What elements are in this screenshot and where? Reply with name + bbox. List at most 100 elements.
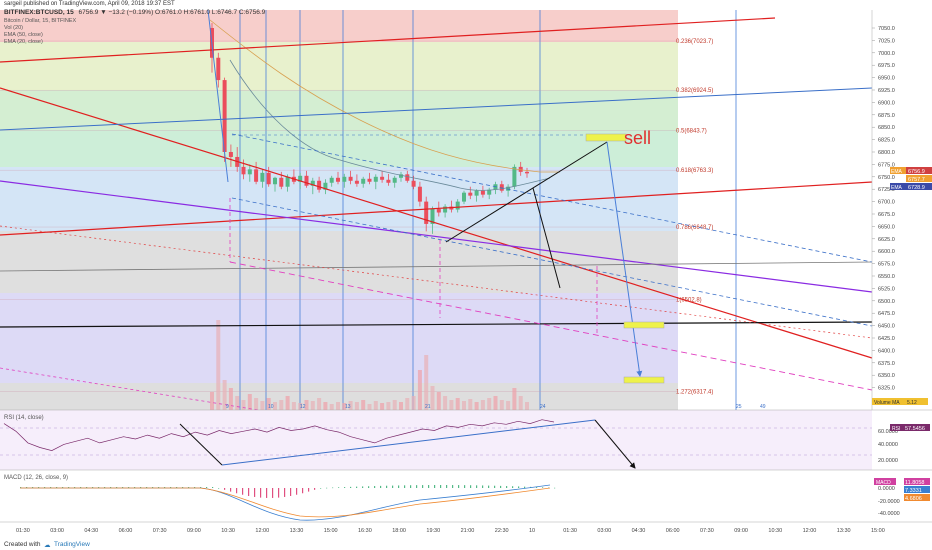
macd-hist-bar (398, 485, 400, 488)
purple-trendline (0, 180, 873, 293)
blue-dashed-channel-top (231, 133, 873, 263)
chart-canvas[interactable]: 0.236(7023.7) 0.382(6924.5) 0.5(6843.7) 0.6… (0, 0, 932, 538)
candle-body (506, 186, 511, 191)
volume-bar (235, 396, 240, 410)
macd-hist-bar (446, 485, 448, 488)
price-tick-label: 6400.0 (878, 348, 895, 354)
time-tick-label: 03:00 (50, 528, 64, 534)
candle-body (430, 209, 435, 224)
candle-body (285, 176, 290, 187)
candle-body (336, 177, 340, 182)
macd-histogram (20, 485, 556, 498)
macd-hist-bar (506, 486, 508, 488)
legend-vol[interactable]: Vol (20) (4, 25, 23, 31)
macd-hist-bar (164, 487, 166, 488)
legend-ema20[interactable]: EMA (20, close) (4, 39, 43, 45)
macd-tick-label: 0.0000 (878, 486, 895, 492)
macd-hist-bar (158, 487, 160, 488)
fib-level-label: 0.382(6924.5) (676, 88, 713, 94)
volume-bar (260, 401, 265, 410)
macd-hist-bar (404, 485, 406, 488)
macd-hist-bar (296, 488, 298, 495)
macd-hist-bar (146, 487, 148, 488)
macd-hist-bar (380, 485, 382, 488)
candle-body (386, 179, 391, 183)
volume-bar (317, 398, 322, 410)
macd-hist-bar (92, 487, 94, 488)
macd-pane[interactable]: MACD (12, 26, close, 9) 0.0000 -20.0000 -4… (0, 469, 932, 522)
macd-hist-bar (272, 488, 274, 498)
time-tick-label: 15:00 (324, 528, 338, 534)
candle-body (424, 201, 429, 224)
volume-bar (449, 400, 454, 410)
candle-body (518, 166, 523, 172)
rsi-title: RSI (14, close) (4, 415, 44, 421)
candle-body (468, 192, 473, 196)
volume-bar (399, 402, 403, 410)
ema-20-line (229, 59, 551, 191)
macd-hist-bar (464, 485, 466, 488)
macd-hist-bar (254, 488, 256, 497)
macd-hist-bar (542, 487, 544, 488)
macd-hist-bar (386, 485, 388, 488)
volume-bar (342, 403, 347, 410)
legend-title: Bitcoin / Dollar, 15, BITFINEX (4, 18, 77, 24)
candle-body (361, 178, 366, 184)
time-tick-label: 01:30 (563, 528, 577, 534)
macd-hist-bar (170, 487, 172, 488)
time-axis[interactable]: 01:30 03:00 04:30 06:00 07:30 09:00 10:30 12:00… (0, 521, 932, 538)
macd-hist-bar (50, 487, 52, 488)
candle-body (525, 171, 529, 174)
price-tick-label: 6875.0 (878, 113, 895, 119)
volume-bar (291, 402, 296, 410)
price-axis[interactable]: 7050.0 7025.0 7000.0 6975.0 6950.0 6925.0 6900… (871, 10, 932, 410)
macd-hist-bar (326, 487, 328, 489)
macd-hist-bar (134, 487, 136, 488)
volume-bar (323, 402, 328, 410)
volume-bar (279, 400, 284, 410)
macd-hist-bar (98, 487, 100, 488)
symbol-name[interactable]: BITFINEX:BTCUSD, 15 (4, 9, 74, 16)
rsi-badge-label: RSI (892, 426, 900, 432)
macd-hist-bar (512, 486, 514, 488)
price-tick-label: 6600.0 (878, 249, 895, 255)
candle-body (247, 169, 252, 175)
rsi-pane[interactable]: RSI (14, close) 60.0000 40.0000 20.0000 RS… (0, 409, 932, 470)
legend-ema50[interactable]: EMA (50, close) (4, 32, 43, 38)
candle-body (260, 172, 265, 182)
vertical-time-lines (239, 10, 737, 410)
candle-body (273, 177, 277, 185)
macd-hist-bar (488, 485, 490, 488)
time-tick-label: 15:00 (871, 528, 885, 534)
macd-hist-bar (482, 485, 484, 488)
macd-value-3: 4.6806 (905, 496, 922, 502)
time-tick-label: 04:30 (632, 528, 646, 534)
macd-hist-bar (434, 485, 436, 488)
volume-bar (329, 404, 334, 410)
price-tick-label: 6550.0 (878, 274, 895, 280)
time-tick-label: 10:30 (221, 528, 235, 534)
gray-line (0, 261, 873, 272)
day-marker: 24 (540, 404, 546, 410)
candle-body (298, 175, 303, 182)
volume-bar (506, 401, 511, 410)
time-tick-label: 07:30 (700, 528, 714, 534)
price-pane[interactable]: 0.236(7023.7) 0.382(6924.5) 0.5(6843.7) 0.6… (0, 9, 873, 511)
volume-bar (304, 400, 309, 410)
footer-created: Created with (4, 541, 41, 548)
volume-bar (386, 402, 391, 410)
macd-hist-bar (20, 487, 22, 488)
macd-hist-bar (416, 485, 418, 488)
footer-brand[interactable]: TradingView (54, 541, 90, 548)
macd-hist-bar (428, 485, 430, 488)
macd-hist-bar (524, 486, 526, 488)
candle-body (392, 177, 397, 183)
volume-bar (285, 396, 290, 410)
ohlc-values: 6756.9 ▼ −13.2 (−0.19%) O:6761.0 H:6761.… (78, 9, 266, 16)
candle-body (474, 190, 479, 196)
sell-annotation: sell (624, 128, 651, 148)
day-marker: 10 (268, 404, 274, 410)
time-tick-label: 09:00 (187, 528, 201, 534)
candle-body (228, 152, 233, 157)
macd-hist-bar (62, 487, 64, 488)
